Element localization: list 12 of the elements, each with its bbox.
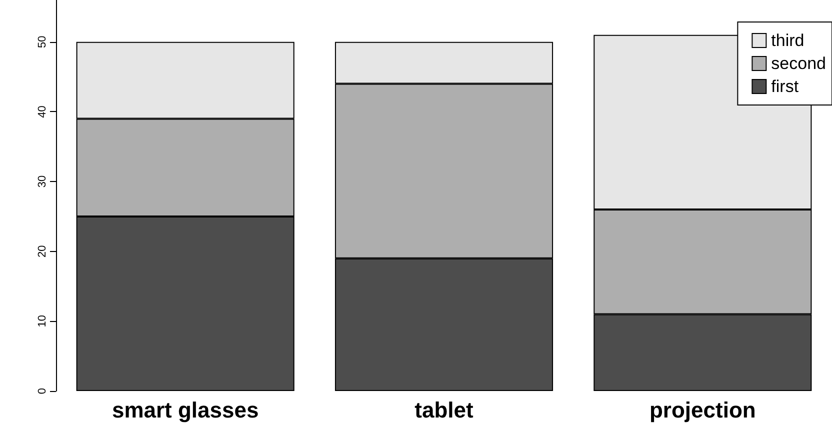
y-tick-label: 0 bbox=[36, 388, 48, 394]
legend-label: third bbox=[771, 31, 804, 50]
y-tick-label: 40 bbox=[36, 106, 48, 118]
y-tick-label: 30 bbox=[36, 175, 48, 188]
x-tick-label: smart glasses bbox=[112, 398, 259, 422]
x-tick-label: tablet bbox=[414, 398, 474, 422]
y-tick-label: 20 bbox=[36, 245, 48, 258]
x-tick-label: projection bbox=[649, 398, 756, 422]
legend-label: first bbox=[771, 77, 799, 96]
y-tick-label: 10 bbox=[36, 315, 48, 328]
legend-label: second bbox=[771, 54, 826, 73]
y-tick-label: 50 bbox=[36, 36, 48, 48]
